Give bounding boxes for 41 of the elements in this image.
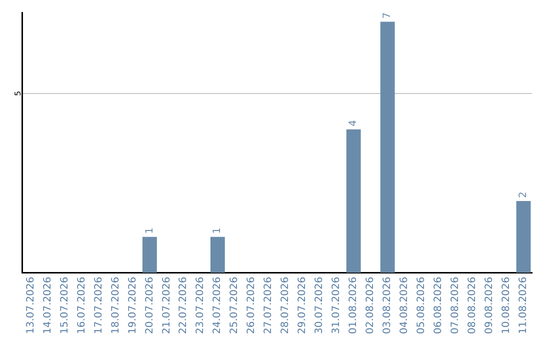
x-tick-label: 08.08.2026 (467, 276, 478, 334)
x-tick-label: 29.07.2026 (297, 276, 308, 334)
x-tick-label: 28.07.2026 (280, 276, 292, 334)
x-tick-label: 04.08.2026 (399, 276, 410, 334)
x-tick-label: 15.07.2026 (59, 276, 70, 334)
x-tick-label: 16.07.2026 (76, 276, 88, 334)
x-tick-label: 09.08.2026 (484, 276, 496, 334)
x-tick-label: 18.07.2026 (110, 276, 122, 334)
y-tick-label: 5 (13, 90, 22, 96)
x-tick-label: 02.08.2026 (365, 276, 376, 334)
x-tick-label: 11.08.2026 (518, 276, 530, 334)
x-tick-label: 07.08.2026 (450, 276, 462, 334)
x-tick-label: 23.07.2026 (195, 276, 206, 334)
x-tick-label: 27.07.2026 (263, 276, 274, 334)
x-tick-label: 25.07.2026 (229, 276, 240, 334)
x-tick-label: 03.08.2026 (382, 276, 394, 334)
x-tick-label: 30.07.2026 (314, 276, 326, 334)
x-tick-label: 05.08.2026 (416, 276, 428, 334)
x-tick-label: 21.07.2026 (161, 276, 172, 334)
data-label: 4 (348, 120, 360, 126)
x-tick-label: 13.07.2026 (25, 276, 36, 334)
x-tick-label: 26.07.2026 (246, 276, 258, 334)
x-tick-label: 01.08.2026 (348, 276, 360, 334)
bar (142, 236, 157, 273)
x-tick-label: 20.07.2026 (144, 276, 156, 334)
x-tick-label: 19.07.2026 (127, 276, 138, 334)
x-tick-label: 17.07.2026 (93, 276, 104, 334)
data-label: 1 (144, 228, 156, 234)
bar (210, 236, 225, 273)
data-label: 2 (518, 192, 530, 198)
data-label: 1 (212, 228, 224, 234)
x-tick-label: 06.08.2026 (433, 276, 444, 334)
bar (516, 201, 531, 273)
bar (346, 129, 361, 273)
x-tick-label: 10.08.2026 (501, 276, 512, 334)
x-tick-label: 14.07.2026 (42, 276, 54, 334)
data-label: 7 (382, 12, 394, 19)
x-tick-label: 22.07.2026 (178, 276, 190, 334)
x-tick-label: 24.07.2026 (212, 276, 224, 334)
x-tick-label: 31.07.2026 (331, 276, 342, 334)
bar (380, 22, 395, 273)
